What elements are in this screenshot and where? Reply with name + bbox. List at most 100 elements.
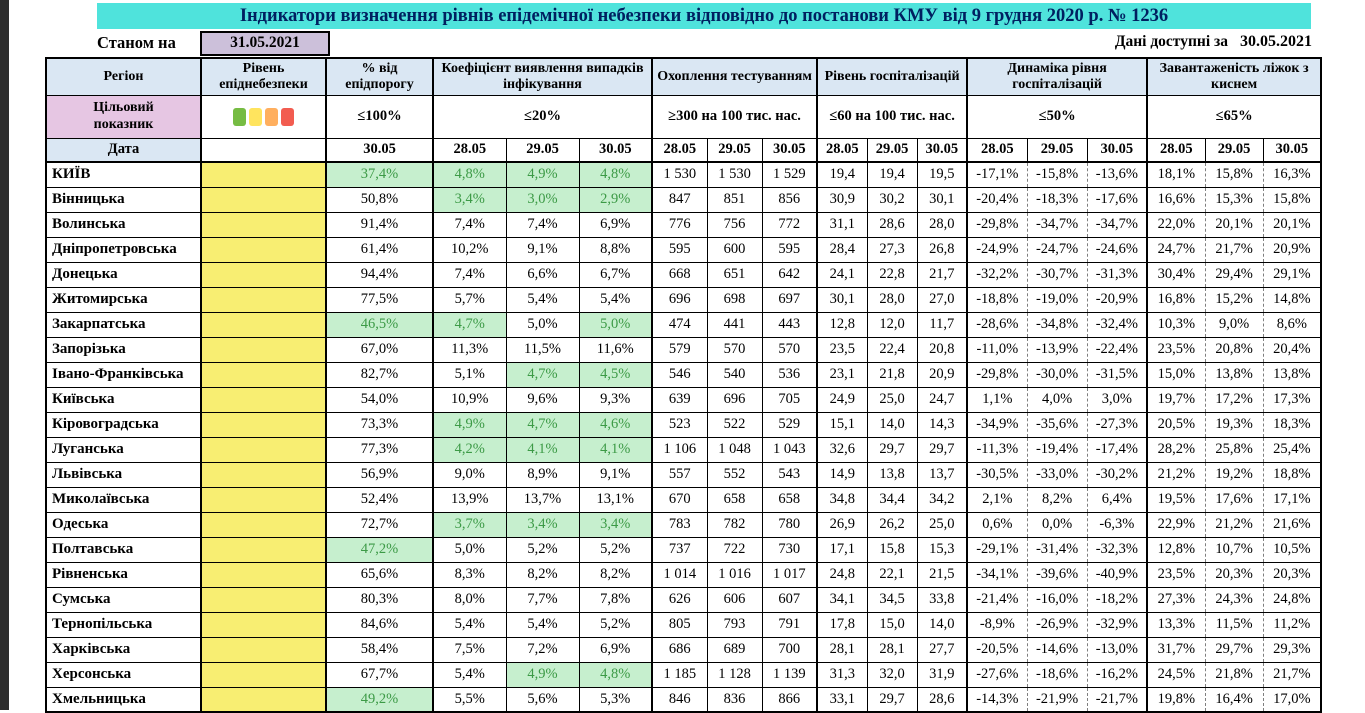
col-header-hospitalization-level: Рівень госпіталізацій <box>816 58 968 96</box>
oxygen-beds-cell: 21,6% <box>1262 512 1322 538</box>
epidemic-level-cell <box>200 387 326 413</box>
region-name-cell: Волинська <box>46 212 201 238</box>
oxygen-beds-cell: 19,8% <box>1146 687 1206 713</box>
hospitalization-dynamics-cell: -40,9% <box>1086 562 1148 588</box>
epidemic-level-cell <box>200 587 326 613</box>
hospitalization-level-cell: 15,3 <box>916 537 968 563</box>
hospitalization-level-cell: 22,4 <box>866 337 918 363</box>
oxygen-beds-cell: 30,4% <box>1146 262 1206 288</box>
region-row: Львівська 56,9% 9,0% 8,9% 9,1% 557 552 543 14,9 1… <box>46 462 1322 488</box>
epidemic-level-cell <box>200 687 326 713</box>
hospitalization-dynamics-cell: -14,6% <box>1026 637 1088 663</box>
hospitalization-dynamics-cell: -30,7% <box>1026 262 1088 288</box>
hospitalization-dynamics-cell: -20,9% <box>1086 287 1148 313</box>
hospitalization-level-cell: 30,9 <box>816 187 868 213</box>
date-cell: 28.05 <box>651 138 708 163</box>
testing-coverage-cell: 595 <box>761 237 818 263</box>
testing-coverage-cell: 540 <box>706 362 763 388</box>
testing-coverage-cell: 722 <box>706 537 763 563</box>
detection-coef-cell: 10,9% <box>432 387 506 413</box>
target-indicator-label: Цільовий показник <box>46 95 201 139</box>
epidemic-level-cell <box>200 262 326 288</box>
hospitalization-level-cell: 34,1 <box>816 587 868 613</box>
detection-coef-cell: 5,2% <box>578 612 653 638</box>
testing-coverage-cell: 1 016 <box>706 562 763 588</box>
region-row: Вінницька 50,8% 3,4% 3,0% 2,9% 847 851 856 30,9 3… <box>46 187 1322 213</box>
hospitalization-level-cell: 14,0 <box>866 412 918 438</box>
oxygen-beds-cell: 21,7% <box>1262 662 1322 688</box>
detection-coef-cell: 4,5% <box>578 362 653 388</box>
hospitalization-dynamics-cell: 0,0% <box>1026 512 1088 538</box>
testing-coverage-cell: 543 <box>761 462 818 488</box>
hospitalization-dynamics-cell: -21,7% <box>1086 687 1148 713</box>
epidemic-level-cell <box>200 362 326 388</box>
hospitalization-level-cell: 28,1 <box>816 637 868 663</box>
testing-coverage-cell: 1 185 <box>651 662 708 688</box>
hospitalization-dynamics-cell: -39,6% <box>1026 562 1088 588</box>
testing-coverage-cell: 698 <box>706 287 763 313</box>
hospitalization-dynamics-cell: -13,0% <box>1086 637 1148 663</box>
target-pct: ≤100% <box>325 95 433 139</box>
oxygen-beds-cell: 22,9% <box>1146 512 1206 538</box>
detection-coef-cell: 4,7% <box>505 362 579 388</box>
hospitalization-level-cell: 28,4 <box>816 237 868 263</box>
testing-coverage-cell: 847 <box>651 187 708 213</box>
detection-coef-cell: 7,7% <box>505 587 579 613</box>
testing-coverage-cell: 523 <box>651 412 708 438</box>
hospitalization-dynamics-cell: -18,3% <box>1026 187 1088 213</box>
oxygen-beds-cell: 15,8% <box>1204 162 1264 188</box>
hospitalization-dynamics-cell: -11,0% <box>966 337 1028 363</box>
oxygen-beds-cell: 31,7% <box>1146 637 1206 663</box>
epidemic-level-cell <box>200 312 326 338</box>
region-name-cell: Полтавська <box>46 537 201 563</box>
detection-coef-cell: 4,7% <box>432 312 506 338</box>
epidemic-level-cell <box>200 612 326 638</box>
testing-coverage-cell: 772 <box>761 212 818 238</box>
testing-coverage-cell: 1 530 <box>651 162 708 188</box>
region-row: Сумська 80,3% 8,0% 7,7% 7,8% 626 606 607 34,1 34,… <box>46 587 1322 613</box>
oxygen-beds-cell: 12,8% <box>1146 537 1206 563</box>
oxygen-beds-cell: 24,8% <box>1262 587 1322 613</box>
detection-coef-cell: 4,8% <box>432 162 506 188</box>
testing-coverage-cell: 606 <box>706 587 763 613</box>
hospitalization-dynamics-cell: -21,4% <box>966 587 1028 613</box>
testing-coverage-cell: 696 <box>651 287 708 313</box>
detection-coef-cell: 5,0% <box>505 312 579 338</box>
detection-coef-cell: 4,9% <box>505 162 579 188</box>
region-name-cell: Київська <box>46 387 201 413</box>
detection-coef-cell: 6,6% <box>505 262 579 288</box>
testing-coverage-cell: 1 048 <box>706 437 763 463</box>
testing-coverage-cell: 730 <box>761 537 818 563</box>
epidemic-level-cell <box>200 187 326 213</box>
pct-threshold-cell: 50,8% <box>325 187 433 213</box>
hospitalization-level-cell: 26,9 <box>816 512 868 538</box>
hospitalization-dynamics-cell: -19,4% <box>1026 437 1088 463</box>
region-row: Волинська 91,4% 7,4% 7,4% 6,9% 776 756 772 31,1 2… <box>46 212 1322 238</box>
hospitalization-level-cell: 31,1 <box>816 212 868 238</box>
epidemic-level-cell <box>200 512 326 538</box>
hospitalization-level-cell: 14,0 <box>916 612 968 638</box>
data-available-label: Дані доступні за <box>1114 33 1228 50</box>
oxygen-beds-cell: 9,0% <box>1204 312 1264 338</box>
data-available: Дані доступні за 30.05.2021 <box>1000 33 1312 51</box>
region-row: Миколаївська 52,4% 13,9% 13,7% 13,1% 670 658 65… <box>46 487 1322 513</box>
oxygen-beds-cell: 13,8% <box>1204 362 1264 388</box>
hospitalization-dynamics-cell: -29,1% <box>966 537 1028 563</box>
hospitalization-level-cell: 20,9 <box>916 362 968 388</box>
hospitalization-dynamics-cell: -13,6% <box>1086 162 1148 188</box>
target-beds: ≤65% <box>1146 95 1322 139</box>
detection-coef-cell: 7,4% <box>505 212 579 238</box>
hospitalization-dynamics-cell: -32,2% <box>966 262 1028 288</box>
oxygen-beds-cell: 15,2% <box>1204 287 1264 313</box>
hospitalization-dynamics-cell: -17,6% <box>1086 187 1148 213</box>
detection-coef-cell: 4,7% <box>505 412 579 438</box>
epidemic-level-cell <box>200 212 326 238</box>
hospitalization-level-cell: 26,8 <box>916 237 968 263</box>
target-coef: ≤20% <box>431 95 653 139</box>
hospitalization-level-cell: 17,1 <box>816 537 868 563</box>
region-row: Дніпропетровська 61,4% 10,2% 9,1% 8,8% 595 600… <box>46 237 1322 263</box>
target-indicator-label-text: Цільовий показник <box>93 100 154 132</box>
date-cell: 29.05 <box>505 138 579 163</box>
oxygen-beds-cell: 20,1% <box>1262 212 1322 238</box>
oxygen-beds-cell: 22,0% <box>1146 212 1206 238</box>
